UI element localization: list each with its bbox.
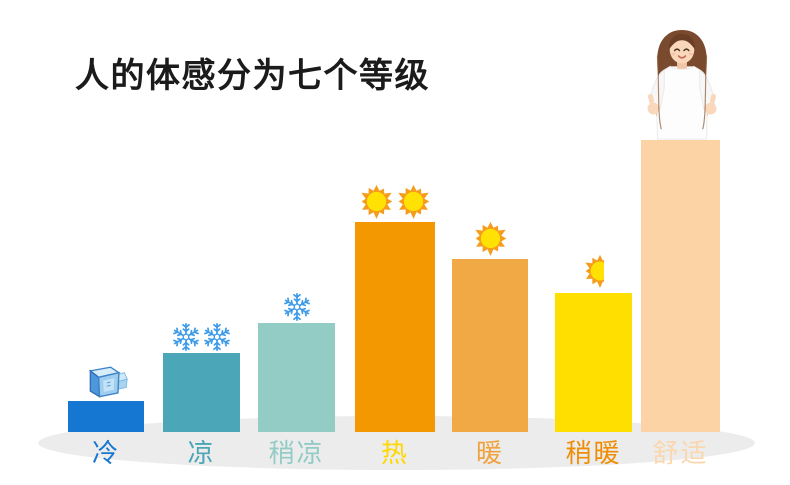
bar-label-cool: 凉 [187,438,216,468]
bar-slightly-cool [258,323,335,432]
ice-cube-icon [83,361,129,401]
bar-label-cold: 冷 [91,438,120,468]
bar-comfortable [641,140,720,432]
snowflake-icon [282,292,312,322]
bar-cold [68,401,144,432]
snowflake-icon [171,322,201,352]
sun-icon [359,184,394,219]
bar-label-warm: 暖 [475,438,504,468]
bar-label-slightly-cool: 稍凉 [268,438,325,468]
bar-label-slightly-warm: 稍暖 [565,438,622,468]
sun-icon [473,221,508,256]
snowflake-icon [202,322,232,352]
sun-icon [396,184,431,219]
sun-half-icon [583,254,604,288]
bar-label-hot: 热 [380,438,409,468]
bar-slightly-warm [555,293,632,432]
woman-thumbs-up-image [637,27,727,145]
bar-label-comfortable: 舒适 [652,438,709,468]
page-title: 人的体感分为七个等级 [75,58,430,95]
bar-cool [163,353,240,432]
bar-warm [452,259,528,432]
bar-hot [355,222,435,432]
